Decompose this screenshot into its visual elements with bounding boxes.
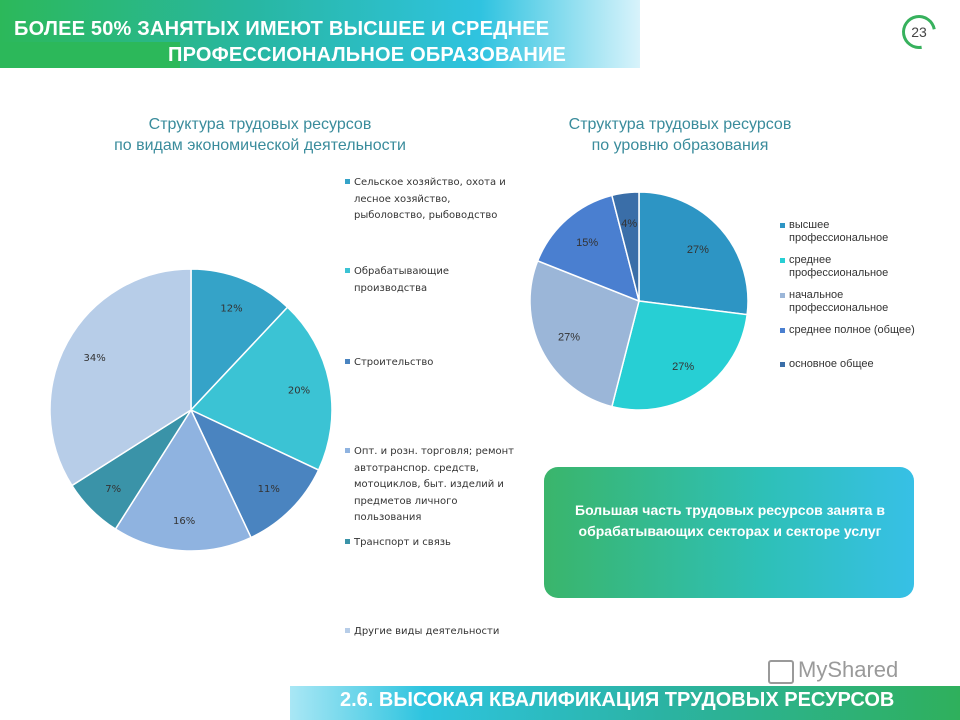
chart2-legend-item-3: среднее полное (общее) (780, 324, 920, 337)
chart1-legend-label-1: Обрабатывающие производства (354, 266, 450, 294)
chart1-legend-swatch-2 (345, 359, 350, 364)
chart1-legend-swatch-5 (345, 628, 350, 633)
chart1-legend-item-3: Опт. и розн. торговля; ремонт автотрансп… (345, 444, 515, 527)
chart1-title-line1: Структура трудовых ресурсов (148, 116, 372, 133)
chart2-value-label-2: 27% (558, 332, 580, 344)
chart1-legend-item-2: Строительство (345, 355, 515, 372)
chart1-value-label-4: 7% (105, 484, 121, 495)
header-title-line2: ПРОФЕССИОНАЛЬНОЕ ОБРАЗОВАНИЕ (168, 44, 567, 66)
chart1-title-line2: по видам экономической деятельности (114, 137, 406, 154)
chart2-slice-4 (610, 191, 640, 302)
chart1-value-label-2: 11% (258, 484, 280, 495)
callout-text: Большая часть трудовых ресурсов занята в… (575, 502, 885, 539)
chart2-slice-1 (610, 300, 748, 411)
header-banner-notch (0, 42, 180, 68)
chart2-legend-label-1: среднее профессиональное (789, 254, 889, 279)
chart1-value-label-1: 20% (288, 385, 310, 396)
chart2-value-label-3: 15% (576, 237, 598, 249)
chart2-legend-label-3: среднее полное (общее) (789, 324, 915, 336)
chart2-legend-label-0: высшее профессиональное (789, 219, 889, 244)
chart2-title-line1: Структура трудовых ресурсов (568, 116, 792, 133)
chart1-slice-1 (189, 306, 333, 472)
chart1-legend-label-0: Сельское хозяйство, охота и лесное хозяй… (354, 177, 506, 221)
callout-box (544, 467, 914, 598)
chart2-legend-swatch-4 (780, 362, 785, 367)
chart2-legend-swatch-3 (780, 328, 785, 333)
watermark-label: MyShared (798, 657, 899, 682)
chart2-legend-item-1: среднее профессиональное (780, 254, 920, 280)
chart1-legend-swatch-4 (345, 539, 350, 544)
watermark-icon (768, 660, 794, 684)
chart1-slice-2 (189, 408, 320, 539)
chart2-slice-0 (638, 191, 749, 316)
chart1-title: Структура трудовых ресурсов по видам эко… (60, 114, 460, 156)
footer-banner (290, 686, 960, 720)
chart1-legend-item-1: Обрабатывающие производства (345, 264, 515, 297)
chart1-slice-3 (114, 408, 253, 552)
chart1-slice-5 (49, 268, 192, 487)
chart1-value-label-0: 12% (220, 304, 242, 315)
watermark-text: MyShared (768, 657, 898, 683)
chart1-legend-item-5: Другие виды деятельности (345, 624, 515, 641)
header-title-line1: БОЛЕЕ 50% ЗАНЯТЫХ ИМЕЮТ ВЫСШЕЕ И СРЕДНЕЕ (14, 18, 550, 40)
chart2-legend-label-4: основное общее (789, 358, 874, 370)
page-number: 23 (911, 24, 927, 40)
chart1-value-label-5: 34% (84, 353, 106, 364)
chart1-legend-swatch-0 (345, 179, 350, 184)
chart2-value-label-0: 27% (687, 244, 709, 256)
chart1-legend-label-2: Строительство (354, 357, 434, 368)
chart2-legend-item-0: высшее профессиональное (780, 219, 920, 245)
footer-title: 2.6. ВЫСОКАЯ КВАЛИФИКАЦИЯ ТРУДОВЫХ РЕСУР… (340, 689, 895, 711)
chart2-title-line2: по уровню образования (591, 137, 769, 154)
chart1-slice-0 (190, 268, 289, 412)
chart2-legend-swatch-2 (780, 293, 785, 298)
chart2-value-label-4: 4% (621, 218, 637, 230)
chart1-legend-swatch-3 (345, 448, 350, 453)
chart1-legend-label-3: Опт. и розн. торговля; ремонт автотрансп… (354, 446, 514, 523)
chart1-legend-item-0: Сельское хозяйство, охота и лесное хозяй… (345, 175, 515, 225)
chart1-value-label-3: 16% (173, 516, 195, 527)
chart1-legend-swatch-1 (345, 268, 350, 273)
chart2-slice-2 (529, 259, 640, 408)
chart1-legend-item-4: Транспорт и связь (345, 535, 515, 552)
chart2-legend-label-2: начальное профессиональное (789, 289, 889, 314)
chart2-legend-swatch-0 (780, 223, 785, 228)
chart2-legend-item-4: основное общее (780, 358, 920, 371)
chart2-legend-swatch-1 (780, 258, 785, 263)
chart1-legend-label-4: Транспорт и связь (354, 537, 451, 548)
chart2-legend-item-2: начальное профессиональное (780, 289, 920, 315)
chart2-slice-3 (536, 194, 641, 303)
chart1-legend-label-5: Другие виды деятельности (354, 626, 500, 637)
chart2-value-label-1: 27% (672, 361, 694, 373)
chart2-title: Структура трудовых ресурсов по уровню об… (510, 114, 850, 156)
